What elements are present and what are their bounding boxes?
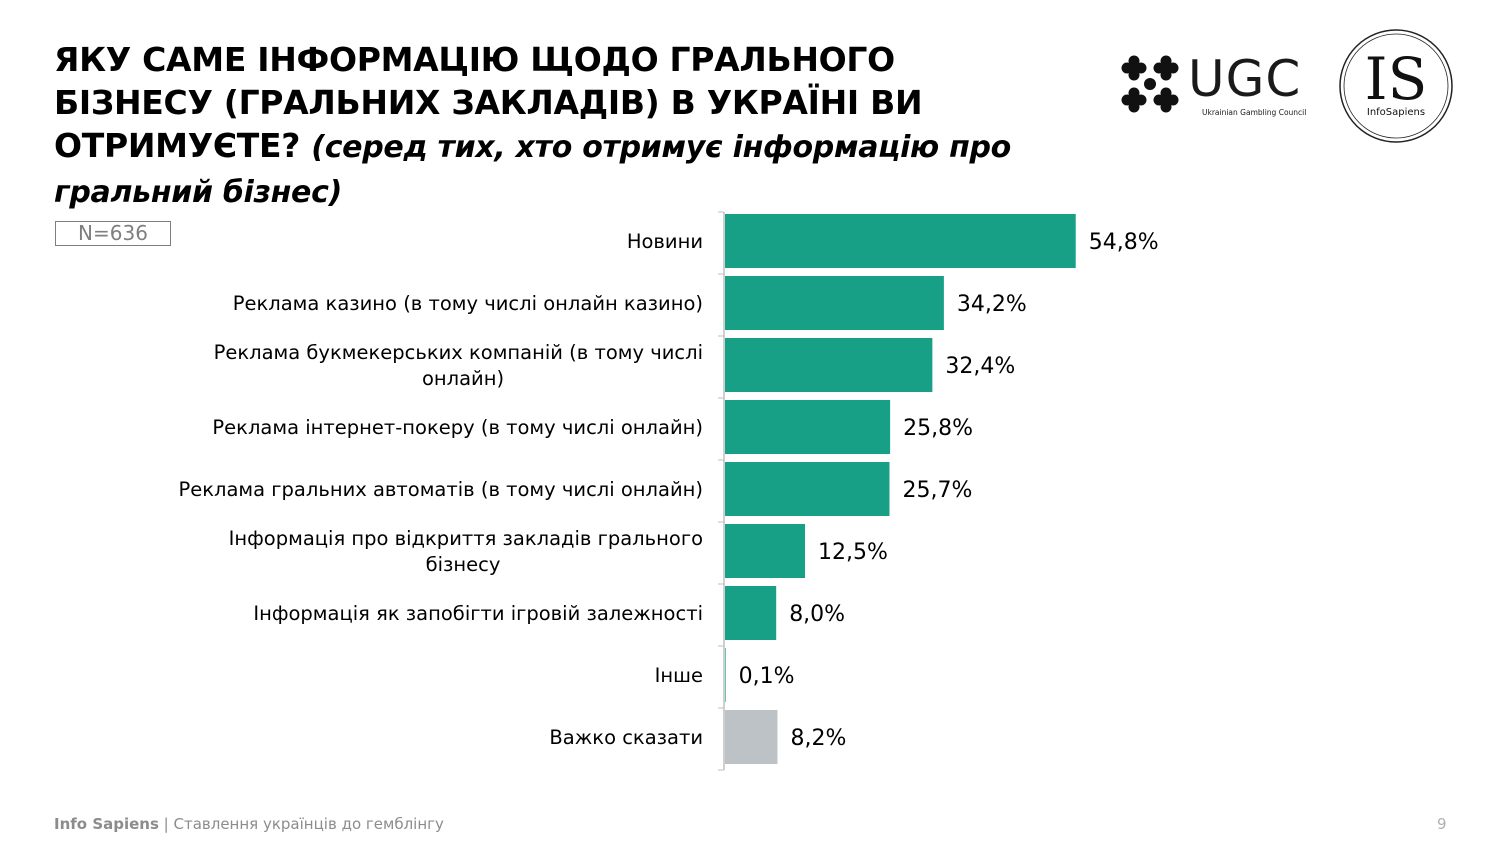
page-number: 9 bbox=[1437, 815, 1447, 833]
data-label-8: 8,2% bbox=[790, 726, 846, 751]
bar-6 bbox=[725, 586, 777, 640]
bar-4 bbox=[725, 462, 890, 516]
infosapiens-logo: IS InfoSapiens bbox=[1339, 29, 1453, 143]
category-label-7: Інше bbox=[655, 664, 703, 687]
data-label-4: 25,7% bbox=[902, 478, 972, 503]
data-label-3: 25,8% bbox=[903, 416, 973, 441]
data-label-2: 32,4% bbox=[945, 354, 1015, 379]
footer-separator: | bbox=[158, 815, 174, 833]
title-subtitle: (серед тих, хто отримує інформацію про г… bbox=[54, 130, 1011, 210]
data-label-6: 8,0% bbox=[789, 602, 845, 627]
category-label-8: Важко сказати bbox=[549, 726, 703, 749]
ugc-logo: UGC Ukrainian Gambling Council bbox=[1118, 50, 1318, 118]
data-label-0: 54,8% bbox=[1089, 230, 1159, 255]
bar-7 bbox=[725, 648, 726, 702]
clover-icon bbox=[1121, 55, 1179, 113]
data-label-7: 0,1% bbox=[739, 664, 795, 689]
is-logo-text: IS bbox=[1365, 45, 1428, 113]
category-label-6: Інформація як запобігти ігровій залежнос… bbox=[253, 602, 703, 625]
footer: Info Sapiens | Ставлення українців до ге… bbox=[54, 815, 444, 833]
footer-subtitle: Ставлення українців до гемблінгу bbox=[173, 815, 444, 833]
ugc-logo-text: UGC bbox=[1188, 50, 1302, 108]
bar-1 bbox=[725, 276, 944, 330]
is-logo-subtitle: InfoSapiens bbox=[1367, 107, 1425, 118]
bar-2 bbox=[725, 338, 933, 392]
data-label-1: 34,2% bbox=[957, 292, 1027, 317]
title-main: ЯКУ САМЕ ІНФОРМАЦІЮ ЩОДО ГРАЛЬНОГО БІЗНЕ… bbox=[54, 40, 923, 165]
data-label-5: 12,5% bbox=[818, 540, 888, 565]
bar-0 bbox=[725, 214, 1076, 268]
bar-8 bbox=[725, 710, 778, 764]
footer-brand: Info Sapiens bbox=[54, 815, 159, 833]
category-label-1: Реклама казино (в тому числі онлайн кази… bbox=[233, 292, 703, 315]
page-title: ЯКУ САМЕ ІНФОРМАЦІЮ ЩОДО ГРАЛЬНОГО БІЗНЕ… bbox=[54, 38, 1064, 214]
bar-3 bbox=[725, 400, 891, 454]
category-label-5: Інформація про відкриття закладів гральн… bbox=[229, 527, 703, 576]
category-label-4: Реклама гральних автоматів (в тому числі… bbox=[178, 478, 703, 501]
ugc-logo-subtitle: Ukrainian Gambling Council bbox=[1202, 108, 1307, 117]
category-label-3: Реклама інтернет-покеру (в тому числі он… bbox=[212, 416, 703, 439]
category-label-0: Новини bbox=[627, 230, 703, 253]
sample-size-badge: N=636 bbox=[55, 221, 171, 246]
bar-5 bbox=[725, 524, 805, 578]
category-label-2: Реклама букмекерських компаній (в тому ч… bbox=[214, 341, 703, 390]
